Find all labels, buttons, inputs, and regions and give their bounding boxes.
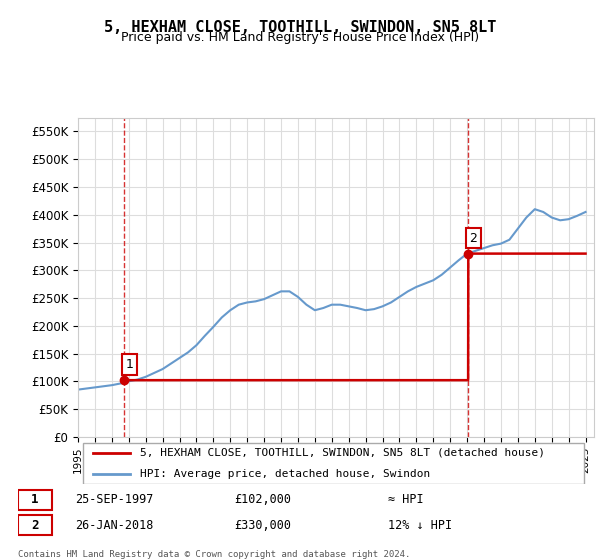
FancyBboxPatch shape — [18, 489, 52, 510]
Text: 12% ↓ HPI: 12% ↓ HPI — [389, 519, 452, 532]
Text: 26-JAN-2018: 26-JAN-2018 — [75, 519, 154, 532]
Text: 2: 2 — [469, 232, 478, 245]
Text: 25-SEP-1997: 25-SEP-1997 — [75, 493, 154, 506]
Text: 1: 1 — [31, 493, 39, 506]
Text: HPI: Average price, detached house, Swindon: HPI: Average price, detached house, Swin… — [140, 469, 430, 479]
Text: 5, HEXHAM CLOSE, TOOTHILL, SWINDON, SN5 8LT (detached house): 5, HEXHAM CLOSE, TOOTHILL, SWINDON, SN5 … — [140, 448, 545, 458]
FancyBboxPatch shape — [18, 515, 52, 535]
Text: 1: 1 — [125, 358, 133, 371]
Text: ≈ HPI: ≈ HPI — [389, 493, 424, 506]
Text: Contains HM Land Registry data © Crown copyright and database right 2024.
This d: Contains HM Land Registry data © Crown c… — [18, 550, 410, 560]
Text: 2: 2 — [31, 519, 39, 532]
Text: 5, HEXHAM CLOSE, TOOTHILL, SWINDON, SN5 8LT: 5, HEXHAM CLOSE, TOOTHILL, SWINDON, SN5 … — [104, 20, 496, 35]
Text: £102,000: £102,000 — [235, 493, 292, 506]
FancyBboxPatch shape — [83, 443, 584, 484]
Text: £330,000: £330,000 — [235, 519, 292, 532]
Text: Price paid vs. HM Land Registry's House Price Index (HPI): Price paid vs. HM Land Registry's House … — [121, 31, 479, 44]
